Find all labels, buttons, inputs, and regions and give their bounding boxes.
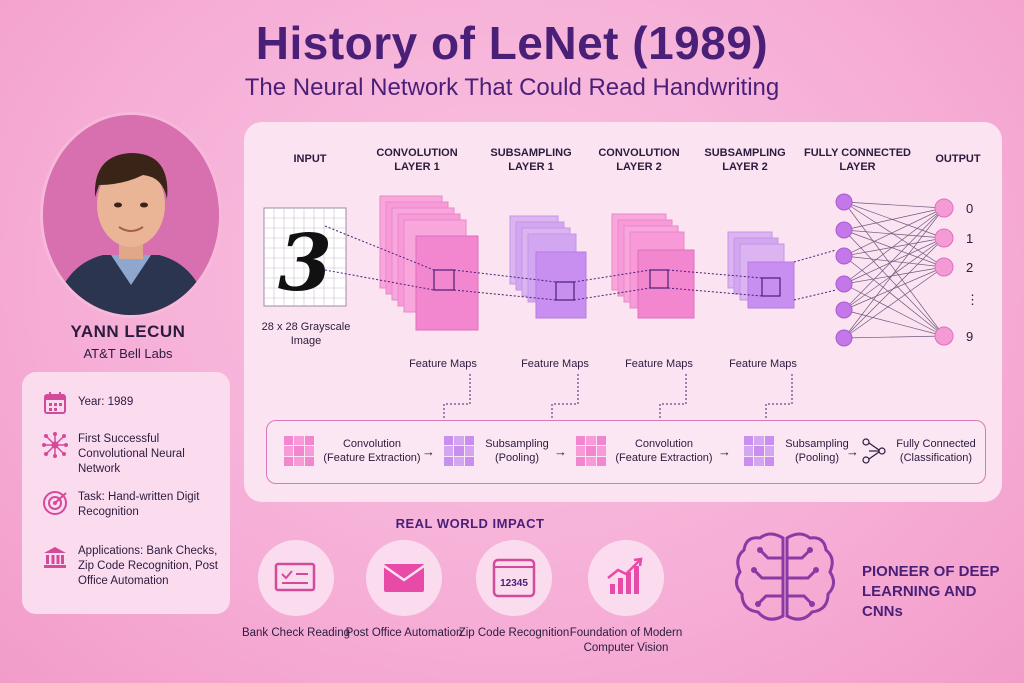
page-subtitle: The Neural Network That Could Read Handw…	[244, 74, 780, 101]
brain-icon	[735, 532, 835, 621]
flow-arrow-4: →	[846, 444, 859, 459]
output-label-2: 2	[966, 260, 973, 275]
output-label-9: 9	[966, 329, 973, 344]
stage-label-sub2: SUBSAMPLING LAYER 2	[704, 147, 786, 173]
sub1-feature-maps	[509, 215, 587, 319]
impact-computer-vision: Foundation of Modern Computer Vision	[562, 540, 690, 656]
bank-check-icon	[274, 562, 316, 592]
envelope-icon	[383, 564, 425, 592]
output-label-ellipsis: ⋮	[966, 292, 979, 307]
stage-label-fc: FULLY CONNECTED LAYER	[804, 147, 911, 173]
target-icon	[43, 491, 67, 515]
grid-icon	[284, 436, 314, 466]
conv2-feature-maps	[611, 213, 695, 319]
process-flow-bar	[266, 420, 986, 484]
zip-code-icon: 12345	[492, 558, 536, 598]
grid-icon	[744, 436, 774, 466]
input-caption: 28 x 28 Grayscale Image	[261, 321, 351, 347]
flow-step-convolution-2: Convolution (Feature Extraction)	[576, 436, 714, 466]
fact-applications: Applications: Bank Checks, Zip Code Reco…	[42, 544, 228, 589]
flow-step-fully-connected: Fully Connected (Classification)	[862, 436, 978, 466]
flow-arrow-1: →	[422, 444, 435, 459]
flow-arrow-3: →	[718, 444, 731, 459]
feature-maps-label-conv2: Feature Maps	[625, 358, 693, 370]
flow-arrow-2: →	[554, 444, 567, 459]
feature-maps-label-sub1: Feature Maps	[521, 358, 589, 370]
output-label-1: 1	[966, 231, 973, 246]
conv1-feature-maps	[379, 195, 479, 331]
flow-step-subsampling-1: Subsampling (Pooling)	[444, 436, 552, 466]
fc-nodes	[835, 193, 853, 347]
fact-year: Year: 1989	[42, 390, 228, 416]
neural-network-icon	[42, 432, 68, 458]
feature-maps-label-conv1: Feature Maps	[409, 358, 477, 370]
grid-icon	[576, 436, 606, 466]
pioneer-statement: PIONEER OF DEEP LEARNING AND CNNs	[862, 563, 1000, 620]
stage-label-conv1: CONVOLUTION LAYER 1	[376, 147, 458, 173]
svg-text:12345: 12345	[500, 578, 528, 589]
impact-post-office: Post Office Automation	[344, 540, 464, 641]
flow-step-convolution-1: Convolution (Feature Extraction)	[284, 436, 422, 466]
stage-label-sub1: SUBSAMPLING LAYER 1	[490, 147, 572, 173]
stage-label-conv2: CONVOLUTION LAYER 2	[598, 147, 680, 173]
flow-step-subsampling-2: Subsampling (Pooling)	[744, 436, 852, 466]
person-name: YANN LECUN	[70, 322, 186, 341]
fact-first-cnn: First Successful Convolutional Neural Ne…	[42, 432, 228, 477]
stage-label-output: OUTPUT	[935, 153, 981, 165]
page-title: History of LeNet (1989)	[255, 17, 769, 69]
calendar-icon	[44, 392, 66, 414]
facts-panel: Year: 1989 First Successful Convolutiona…	[22, 372, 230, 614]
fc-connections	[843, 201, 945, 339]
impact-bank-check: Bank Check Reading	[236, 540, 356, 641]
stage-label-input: INPUT	[293, 153, 327, 165]
impact-title: REAL WORLD IMPACT	[395, 516, 545, 531]
sub2-feature-maps	[727, 231, 795, 309]
fact-task: Task: Hand-written Digit Recognition	[42, 490, 228, 520]
person-org: AT&T Bell Labs	[83, 346, 173, 361]
input-image-grid	[263, 207, 347, 307]
output-label-0: 0	[966, 201, 973, 216]
chart-growth-icon	[607, 557, 643, 594]
input-digit: 3	[278, 218, 332, 309]
portrait-photo	[40, 112, 222, 318]
grid-icon	[444, 436, 474, 466]
bank-icon	[44, 547, 66, 568]
impact-zip-code: 12345 Zip Code Recognition	[454, 540, 574, 641]
network-branch-icon	[862, 438, 886, 464]
output-nodes	[934, 198, 954, 346]
feature-maps-label-sub2: Feature Maps	[729, 358, 797, 370]
